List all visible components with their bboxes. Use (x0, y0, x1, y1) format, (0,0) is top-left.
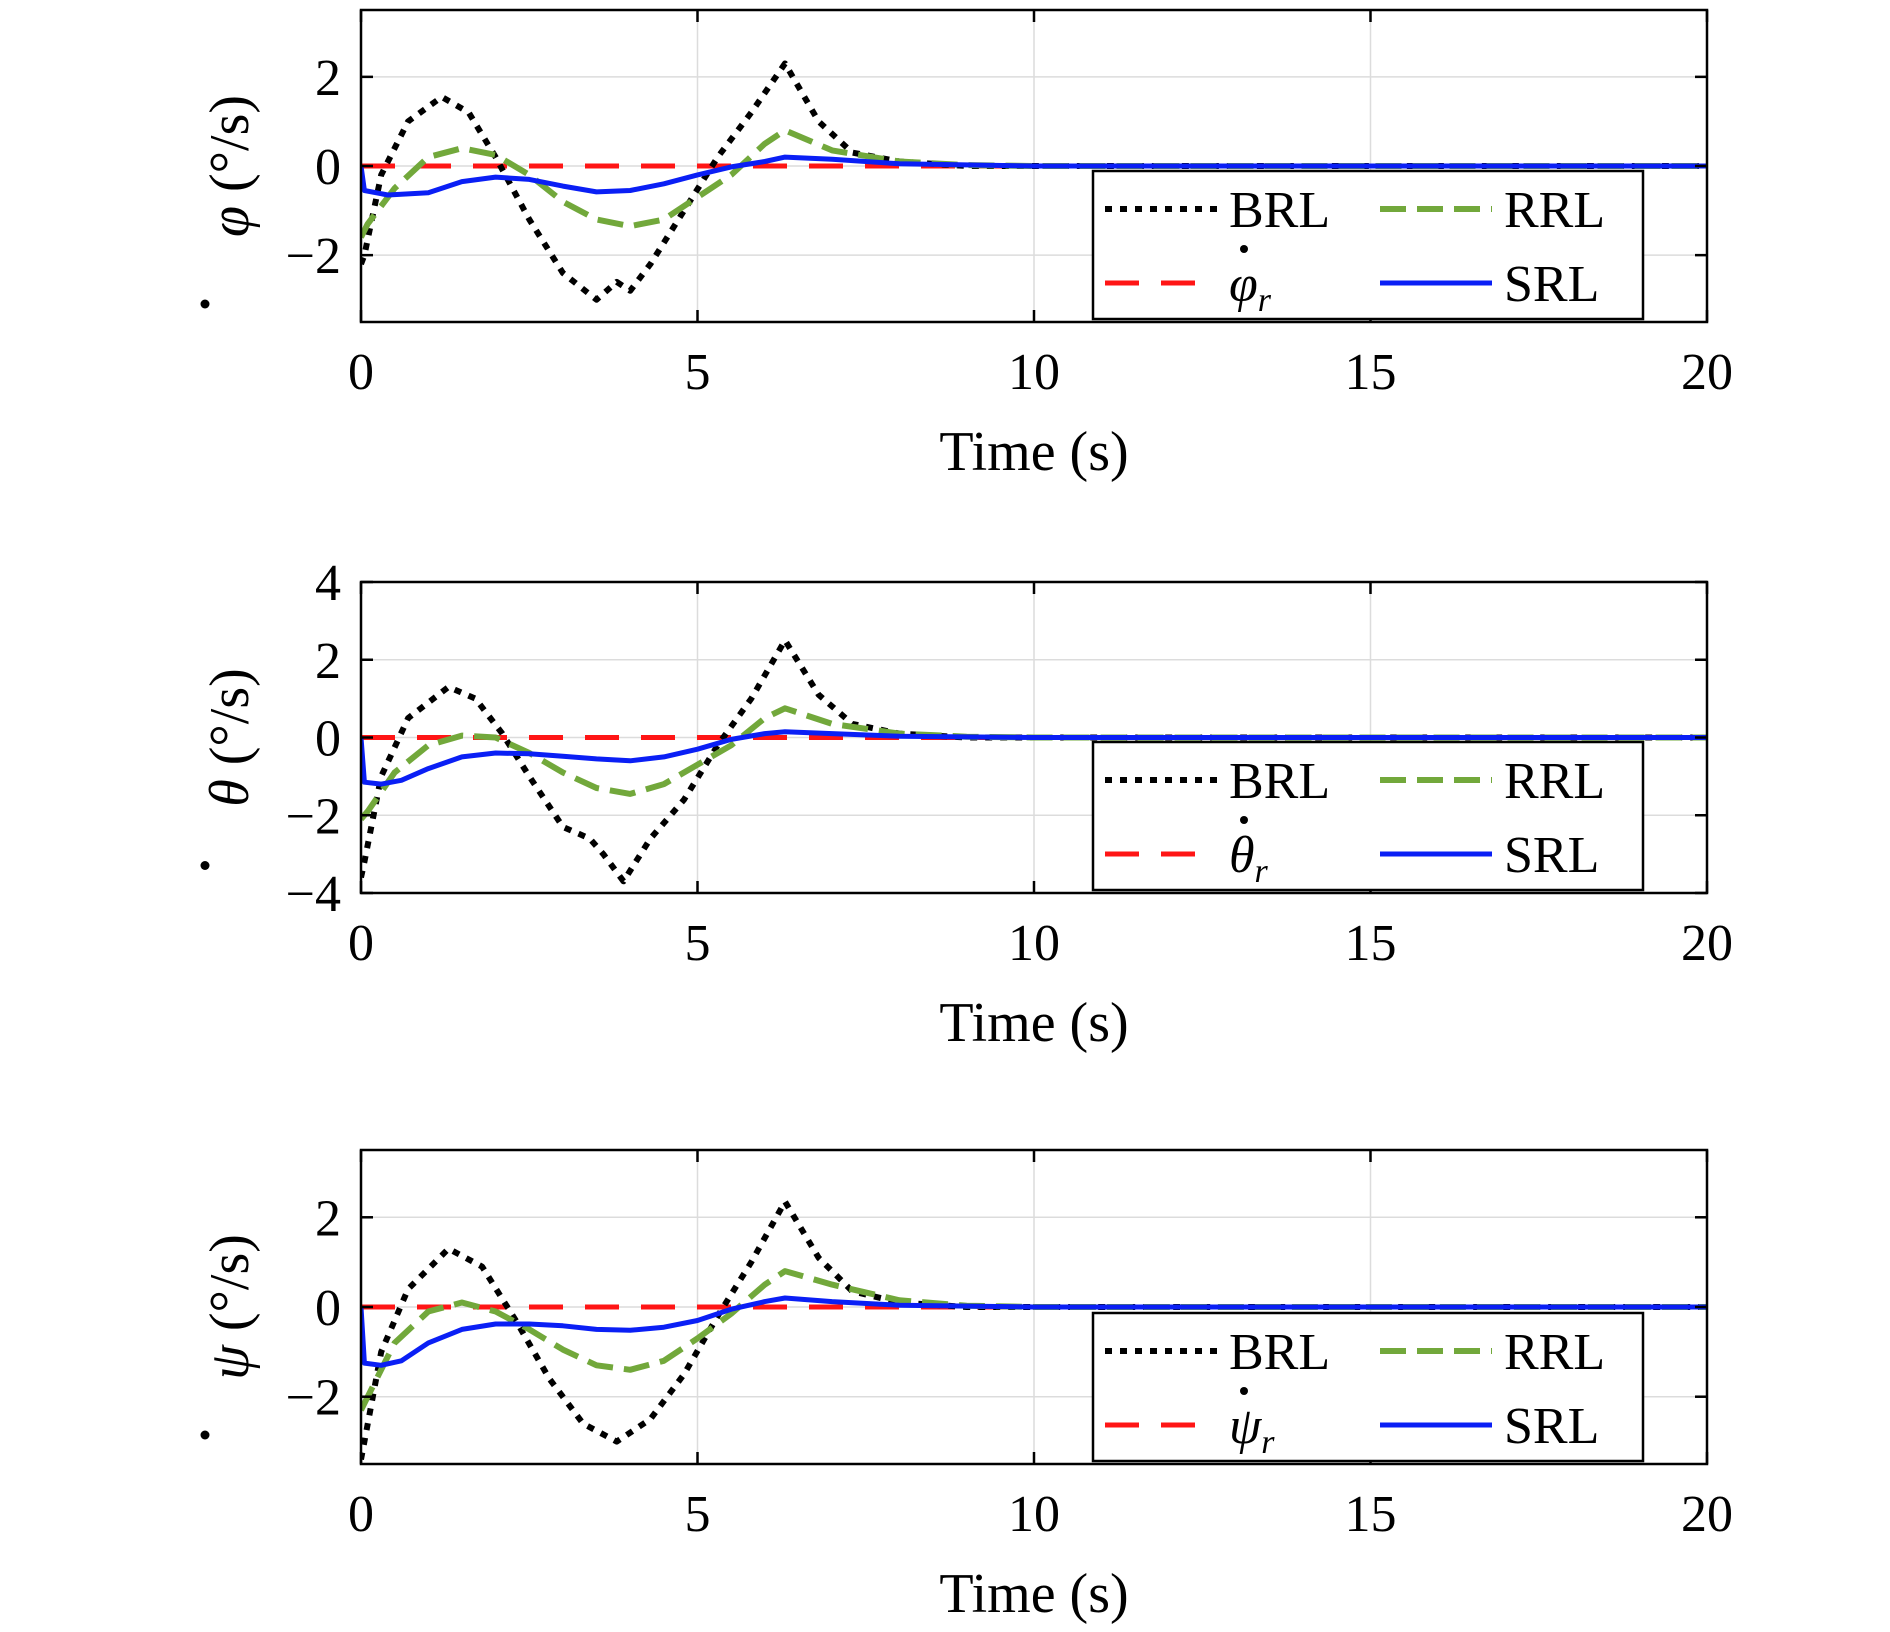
legend-label-rrl: RRL (1504, 1324, 1605, 1381)
x-tick-label: 10 (1008, 1486, 1060, 1543)
legend: BRL RRL ψr SRL (1091, 1311, 1645, 1463)
series-line-rrl (361, 127, 1707, 239)
legend-ref-subscript: r (1261, 1424, 1275, 1461)
legend-ref-symbol: ψ (1229, 1398, 1263, 1455)
y-axis-dot (200, 299, 210, 309)
y-axis-dot (200, 1430, 210, 1440)
legend-label-ref: ψr (1229, 1398, 1275, 1461)
legend-label-rrl: RRL (1504, 182, 1605, 239)
y-axis-unit: (°/s) (199, 1234, 261, 1331)
y-axis-label: θ (°/s) (199, 668, 261, 807)
legend-box (1091, 169, 1645, 321)
legend-label-srl: SRL (1504, 827, 1599, 884)
legend-ref-symbol: φ (1229, 256, 1258, 313)
x-tick-label: 10 (1008, 344, 1060, 401)
x-tick-label: 20 (1681, 344, 1733, 401)
y-tick-label: −2 (286, 788, 341, 845)
legend-ref-dot (1240, 1387, 1248, 1395)
y-tick-label: 0 (315, 1280, 341, 1337)
x-tick-label: 20 (1681, 915, 1733, 972)
legend-label-brl: BRL (1229, 182, 1330, 239)
x-tick-label: 5 (685, 1486, 711, 1543)
y-tick-label: −2 (286, 1370, 341, 1427)
y-tick-label: 2 (315, 633, 341, 690)
legend-label-ref: φr (1229, 256, 1272, 319)
legend-box (1091, 740, 1645, 892)
y-axis-label: ψ (°/s) (199, 1234, 261, 1380)
x-tick-label: 5 (685, 915, 711, 972)
series-line-srl (361, 1295, 1707, 1368)
y-axis-symbol: θ (199, 779, 261, 807)
series-line-rrl (361, 705, 1707, 822)
y-tick-label: 2 (315, 50, 341, 107)
y-axis-unit: (°/s) (199, 95, 261, 192)
x-tick-label: 10 (1008, 915, 1060, 972)
legend-label-rrl: RRL (1504, 753, 1605, 810)
series-line-rrl (361, 1268, 1707, 1412)
legend: BRL RRL φr SRL (1091, 169, 1645, 321)
y-axis-symbol: ψ (199, 1344, 261, 1380)
legend-label-ref: θr (1229, 827, 1269, 890)
y-tick-label: 2 (315, 1190, 341, 1247)
x-tick-label: 0 (348, 1486, 374, 1543)
x-tick-label: 15 (1345, 915, 1397, 972)
x-tick-label: 0 (348, 915, 374, 972)
legend-ref-subscript: r (1255, 853, 1269, 890)
legend-ref-symbol: θ (1229, 827, 1255, 884)
x-tick-label: 15 (1345, 1486, 1397, 1543)
y-axis-dot (200, 861, 210, 870)
y-axis-symbol: φ (199, 206, 261, 237)
x-tick-label: 15 (1345, 344, 1397, 401)
y-tick-label: −4 (286, 866, 341, 923)
y-tick-label: 0 (315, 711, 341, 768)
y-tick-label: −2 (286, 228, 341, 285)
legend-box (1091, 1311, 1645, 1463)
legend-label-brl: BRL (1229, 1324, 1330, 1381)
y-tick-label: 0 (315, 139, 341, 196)
x-tick-label: 0 (348, 344, 374, 401)
legend: BRL RRL θr SRL (1091, 740, 1645, 892)
y-axis-unit: (°/s) (199, 668, 261, 765)
x-axis-label: Time (s) (939, 992, 1128, 1054)
legend-label-srl: SRL (1504, 1398, 1599, 1455)
x-tick-label: 20 (1681, 1486, 1733, 1543)
series-line-srl (361, 154, 1707, 198)
y-axis-label: φ (°/s) (199, 95, 261, 237)
legend-ref-dot (1240, 245, 1248, 253)
x-axis-label: Time (s) (939, 1563, 1128, 1625)
legend-ref-subscript: r (1258, 282, 1272, 319)
x-axis-label: Time (s) (939, 421, 1128, 483)
series-line-srl (361, 729, 1707, 787)
series-line-brl (361, 1198, 1707, 1461)
x-tick-label: 5 (685, 344, 711, 401)
y-tick-label: 4 (315, 555, 341, 612)
legend-ref-dot (1240, 816, 1248, 824)
legend-label-brl: BRL (1229, 753, 1330, 810)
legend-label-srl: SRL (1504, 256, 1599, 313)
